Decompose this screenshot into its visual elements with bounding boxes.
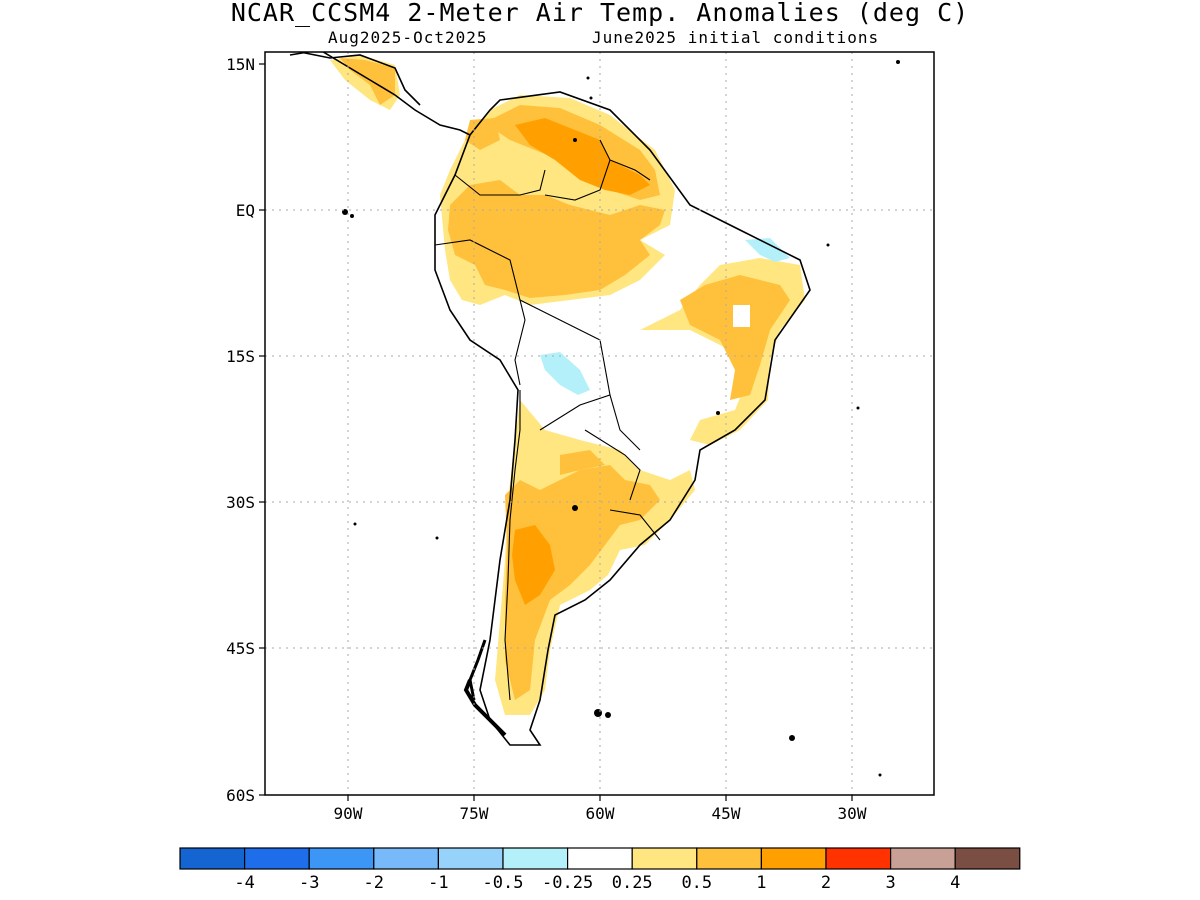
islands [342,60,900,777]
colorbar-swatch-11 [889,847,956,870]
colorbar-swatch-0 [179,847,246,870]
colorbar-swatch-6 [566,847,633,870]
colorbar-swatch-1 [244,847,310,870]
colorbar-label-10: 3 [885,873,895,893]
lat-label-15n: 15N [226,55,255,74]
missing-data-cell [733,305,750,327]
colorbar: -4 -3 -2 -1 -0.5 -0.25 0.25 0.5 1 2 3 4 [179,847,1021,893]
colorbar-label-7: 0.5 [681,873,712,893]
anomaly-1-2-areas [512,118,650,605]
lon-label-45w: 45W [712,804,741,823]
colorbar-swatch-8 [696,847,762,870]
colorbar-swatch-5 [502,847,569,870]
lon-label-75w: 75W [460,804,489,823]
anomaly-map [289,52,900,777]
colorbar-label-0: -4 [234,873,254,893]
colorbar-label-2: -2 [364,873,384,893]
colorbar-swatch-3 [373,847,439,870]
colorbar-swatch-7 [631,847,698,870]
forecast-period: Aug2025-Oct2025 [328,28,488,47]
map-title: NCAR_CCSM4 2-Meter Air Temp. Anomalies (… [230,0,970,27]
lon-label-90w: 90W [334,804,363,823]
colorbar-swatch-10 [825,847,892,870]
lat-label-eq: EQ [236,201,255,220]
colorbar-swatch-9 [760,847,827,870]
lat-label-30s: 30S [226,493,255,512]
anomaly-negative-areas [540,238,790,395]
colorbar-label-9: 2 [821,873,831,893]
country-borders [434,139,661,701]
colorbar-label-8: 1 [756,873,766,893]
lat-label-15s: 15S [226,347,255,366]
axis-ticks [259,63,853,801]
colorbar-label-6: 0.25 [612,873,653,893]
colorbar-label-11: 4 [950,873,960,893]
lat-label-60s: 60S [226,786,255,805]
colorbar-label-4: -0.5 [483,873,524,893]
colorbar-label-3: -1 [428,873,448,893]
lon-label-60w: 60W [586,804,615,823]
colorbar-swatch-2 [308,847,375,870]
anomaly-05-1-areas [340,58,790,700]
initial-conditions: June2025 initial conditions [592,28,880,47]
lon-label-30w: 30W [838,804,867,823]
graticule [265,52,934,795]
lat-label-45s: 45S [226,639,255,658]
colorbar-swatch-12 [954,847,1021,870]
colorbar-swatch-4 [437,847,504,870]
colorbar-label-5: -0.25 [542,873,593,893]
colorbar-label-1: -3 [299,873,319,893]
